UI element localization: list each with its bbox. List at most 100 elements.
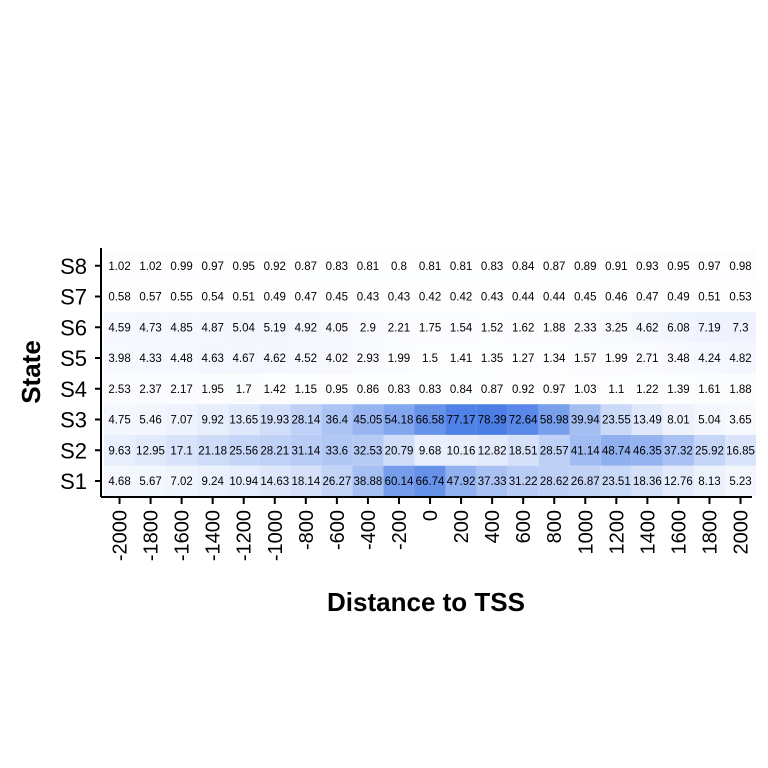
cell-value-label: 66.74 xyxy=(416,476,445,488)
heatmap-cell xyxy=(228,250,260,282)
heatmap-cell xyxy=(352,281,384,312)
heatmap-cell xyxy=(259,250,291,282)
cell-value-label: 28.21 xyxy=(260,445,289,457)
cell-value-label: 3.48 xyxy=(667,353,689,365)
cell-value-label: 1.1 xyxy=(608,384,624,396)
cell-value-label: 46.35 xyxy=(633,445,662,457)
cell-value-label: 2.21 xyxy=(388,322,410,334)
heatmap-cell xyxy=(538,281,570,312)
cell-value-label: 10.16 xyxy=(447,445,476,457)
y-tick-label: S6 xyxy=(60,315,87,340)
heatmap-cell xyxy=(693,281,725,312)
y-tick-label: S7 xyxy=(60,285,87,310)
cell-value-label: 12.76 xyxy=(664,476,693,488)
cell-value-label: 2.93 xyxy=(357,353,379,365)
cell-value-label: 0.42 xyxy=(419,292,441,304)
heatmap-cell xyxy=(290,311,322,343)
heatmap-cell xyxy=(321,373,353,405)
cell-value-label: 23.55 xyxy=(602,415,631,427)
heatmap-cell xyxy=(321,465,353,497)
heatmap-cell xyxy=(166,465,198,497)
cell-value-label: 47.92 xyxy=(447,476,476,488)
cell-value-label: 1.41 xyxy=(450,353,472,365)
cell-value-label: 1.99 xyxy=(388,353,410,365)
heatmap-cell xyxy=(259,281,291,312)
heatmap-cell xyxy=(352,373,384,405)
heatmap-cell xyxy=(352,434,384,466)
cell-value-label: 0.97 xyxy=(201,261,223,273)
heatmap-cell xyxy=(104,404,136,435)
cell-value-label: 31.22 xyxy=(509,476,538,488)
heatmap-cell xyxy=(476,250,508,282)
cell-value-label: 0.83 xyxy=(481,261,503,273)
heatmap-cell xyxy=(228,311,260,343)
cell-value-label: 25.92 xyxy=(695,445,724,457)
heatmap-cell xyxy=(445,434,477,466)
heatmap-cell xyxy=(197,311,229,343)
heatmap-cell xyxy=(259,404,291,435)
heatmap-cell xyxy=(197,373,229,405)
heatmap-cell xyxy=(290,434,322,466)
heatmap-cell xyxy=(383,373,415,405)
heatmap-cell xyxy=(290,250,322,282)
heatmap-cell xyxy=(600,281,632,312)
cell-value-label: 18.36 xyxy=(633,476,662,488)
cell-value-label: 48.74 xyxy=(602,445,631,457)
heatmap-cell xyxy=(228,373,260,405)
heatmap-cell xyxy=(352,342,384,374)
cell-value-label: 0.97 xyxy=(543,384,565,396)
cell-value-label: 0.46 xyxy=(605,292,627,304)
heatmap-cell xyxy=(321,311,353,343)
heatmap-cell xyxy=(507,434,539,466)
cell-value-label: 5.04 xyxy=(233,322,256,334)
heatmap-cell xyxy=(445,465,477,497)
heatmap-cell xyxy=(290,342,322,374)
cell-value-label: 2.17 xyxy=(170,384,192,396)
heatmap-cell xyxy=(538,342,570,374)
cell-value-label: 0.97 xyxy=(698,261,720,273)
heatmap-cell xyxy=(693,250,725,282)
cell-value-label: 58.98 xyxy=(540,415,569,427)
cell-value-label: 9.92 xyxy=(201,415,223,427)
cell-value-label: 2.53 xyxy=(108,384,130,396)
heatmap-cell xyxy=(631,342,663,374)
heatmap-cell xyxy=(414,404,446,435)
cell-value-label: 23.51 xyxy=(602,476,631,488)
heatmap-cell xyxy=(476,465,508,497)
heatmap-cell xyxy=(569,250,601,282)
cell-value-label: 1.27 xyxy=(512,353,534,365)
heatmap-cell xyxy=(476,434,508,466)
cell-value-label: 0.83 xyxy=(326,261,348,273)
cell-value-label: 78.39 xyxy=(478,415,507,427)
cell-value-label: 0.92 xyxy=(264,261,286,273)
cell-value-label: 1.99 xyxy=(605,353,627,365)
heatmap-cell xyxy=(445,311,477,343)
cell-value-label: 0.81 xyxy=(419,261,441,273)
heatmap-cell xyxy=(383,281,415,312)
cell-value-label: 33.6 xyxy=(326,445,348,457)
heatmap-cell xyxy=(693,311,725,343)
heatmap-cell xyxy=(290,404,322,435)
heatmap-cell xyxy=(662,311,694,343)
cell-value-label: 12.82 xyxy=(478,445,507,457)
heatmap-cell xyxy=(507,281,539,312)
cell-value-label: 1.39 xyxy=(667,384,689,396)
heatmap-cell xyxy=(600,373,632,405)
cell-value-label: 18.14 xyxy=(291,476,320,488)
cell-value-label: 1.75 xyxy=(419,322,441,334)
cell-value-label: 0.43 xyxy=(388,292,410,304)
heatmap-cell xyxy=(662,250,694,282)
heatmap-cell xyxy=(290,373,322,405)
cell-value-label: 14.63 xyxy=(260,476,289,488)
y-tick-label: S5 xyxy=(60,346,87,371)
cell-value-label: 37.33 xyxy=(478,476,507,488)
cell-value-label: 4.62 xyxy=(636,322,658,334)
heatmap-cell xyxy=(538,250,570,282)
heatmap-cell xyxy=(135,281,167,312)
cell-value-label: 4.67 xyxy=(233,353,255,365)
heatmap-cell xyxy=(259,373,291,405)
heatmap-cell xyxy=(662,434,694,466)
x-tick-label: -1400 xyxy=(203,510,225,561)
x-axis-title: Distance to TSS xyxy=(327,587,525,617)
cell-value-label: 0.81 xyxy=(357,261,379,273)
